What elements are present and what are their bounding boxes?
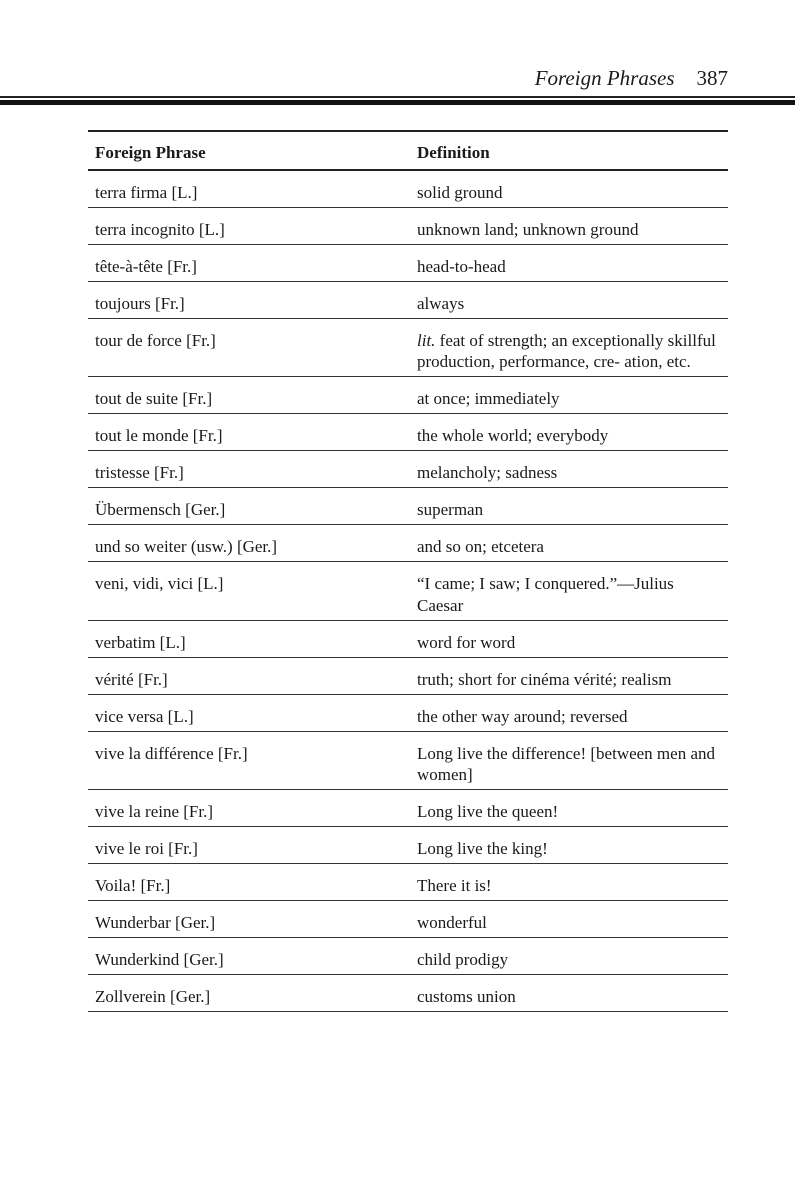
phrase-cell: veni, vidi, vici [L.]: [95, 574, 224, 593]
definition-text: feat of strength; an exceptionally skill…: [417, 330, 716, 372]
header-rule-thin: [0, 96, 795, 98]
definition-italic-prefix: lit.: [417, 330, 436, 350]
phrase-cell: terra incognito [L.]: [95, 219, 225, 239]
table-row: vive le roi [Fr.] Long live the king!: [88, 827, 728, 864]
phrase-cell: vive la reine [Fr.]: [95, 802, 214, 821]
definition-cell: melancholy; sadness: [417, 463, 558, 482]
phrase-cell: Voila! [Fr.]: [95, 876, 171, 895]
definition-cell: wonderful: [417, 913, 487, 932]
table-row: terra firma [L.] solid ground: [88, 171, 728, 208]
definition-cell: unknown land; unknown ground: [417, 219, 639, 239]
definition-cell: Long live the queen!: [417, 802, 559, 821]
table-row: Wunderkind [Ger.] child prodigy: [88, 938, 728, 975]
running-head: Foreign Phrases 387: [535, 66, 728, 91]
definition-cell: head-to-head: [417, 256, 506, 276]
table-row: toujours [Fr.] always: [88, 282, 728, 319]
phrase-cell: Wunderkind [Ger.]: [95, 950, 224, 969]
definition-cell: the whole world; everybody: [417, 426, 609, 445]
definition-cell: “I came; I saw; I conquered.”—Julius Cae…: [417, 574, 674, 615]
table-row: und so weiter (usw.) [Ger.] and so on; et…: [88, 525, 728, 562]
page-number: 387: [696, 66, 729, 90]
table-row: tout le monde [Fr.] the whole world; ever…: [88, 414, 728, 451]
column-header-definition: Definition: [417, 143, 490, 162]
definition-cell: at once; immediately: [417, 389, 560, 408]
phrase-cell: und so weiter (usw.) [Ger.]: [95, 537, 278, 556]
table-row: verbatim [L.] word for word: [88, 621, 728, 658]
foreign-phrases-table: Foreign Phrase Definition terra firma [L…: [88, 130, 728, 1012]
definition-cell: word for word: [417, 632, 516, 652]
phrase-cell: vive le roi [Fr.]: [95, 839, 198, 858]
table-row: Übermensch [Ger.] superman: [88, 488, 728, 525]
phrase-cell: tout le monde [Fr.]: [95, 426, 223, 445]
phrase-cell: tristesse [Fr.]: [95, 463, 184, 482]
table-row: vérité [Fr.] truth; short for cinéma véri…: [88, 658, 728, 695]
definition-cell: always: [417, 293, 465, 313]
table-row: vive la différence [Fr.] Long live the di…: [88, 732, 728, 790]
definition-cell: truth; short for cinéma vérité; realism: [417, 669, 672, 689]
definition-cell: customs union: [417, 987, 516, 1006]
table-row: vice versa [L.] the other way around; rev…: [88, 695, 728, 732]
phrase-cell: tour de force [Fr.]: [95, 330, 216, 350]
table-row: tour de force [Fr.] lit. feat of strength…: [88, 319, 728, 377]
table-row: Voila! [Fr.] There it is!: [88, 864, 728, 901]
definition-cell: lit. feat of strength; an exceptionally …: [417, 330, 728, 373]
phrase-cell: Wunderbar [Ger.]: [95, 913, 216, 932]
phrase-cell: Zollverein [Ger.]: [95, 987, 211, 1006]
header-rule-thick: [0, 100, 795, 105]
phrase-cell: toujours [Fr.]: [95, 293, 185, 313]
phrase-cell: tête-à-tête [Fr.]: [95, 256, 197, 276]
definition-cell: the other way around; reversed: [417, 706, 628, 726]
table-row: veni, vidi, vici [L.] “I came; I saw; I c…: [88, 562, 728, 621]
table-row: terra incognito [L.] unknown land; unknow…: [88, 208, 728, 245]
phrase-cell: vérité [Fr.]: [95, 669, 168, 689]
phrase-cell: vive la différence [Fr.]: [95, 743, 248, 763]
table-row: Zollverein [Ger.] customs union: [88, 975, 728, 1012]
definition-cell: Long live the difference! [between men a…: [417, 743, 715, 785]
definition-cell: and so on; etcetera: [417, 537, 544, 556]
table-row: tout de suite [Fr.] at once; immediately: [88, 377, 728, 414]
phrase-cell: vice versa [L.]: [95, 706, 194, 726]
phrase-cell: Übermensch [Ger.]: [95, 500, 226, 519]
table-row: vive la reine [Fr.] Long live the queen!: [88, 790, 728, 827]
definition-cell: There it is!: [417, 876, 492, 895]
phrase-cell: terra firma [L.]: [95, 182, 198, 202]
table-row: tête-à-tête [Fr.] head-to-head: [88, 245, 728, 282]
definition-cell: superman: [417, 500, 484, 519]
definition-cell: solid ground: [417, 182, 503, 202]
definition-cell: child prodigy: [417, 950, 509, 969]
table-header-row: Foreign Phrase Definition: [88, 132, 728, 171]
table-row: tristesse [Fr.] melancholy; sadness: [88, 451, 728, 488]
column-header-phrase: Foreign Phrase: [95, 143, 206, 162]
table-row: Wunderbar [Ger.] wonderful: [88, 901, 728, 938]
definition-cell: Long live the king!: [417, 839, 548, 858]
phrase-cell: tout de suite [Fr.]: [95, 389, 213, 408]
running-head-title: Foreign Phrases: [534, 66, 675, 90]
phrase-cell: verbatim [L.]: [95, 632, 186, 652]
